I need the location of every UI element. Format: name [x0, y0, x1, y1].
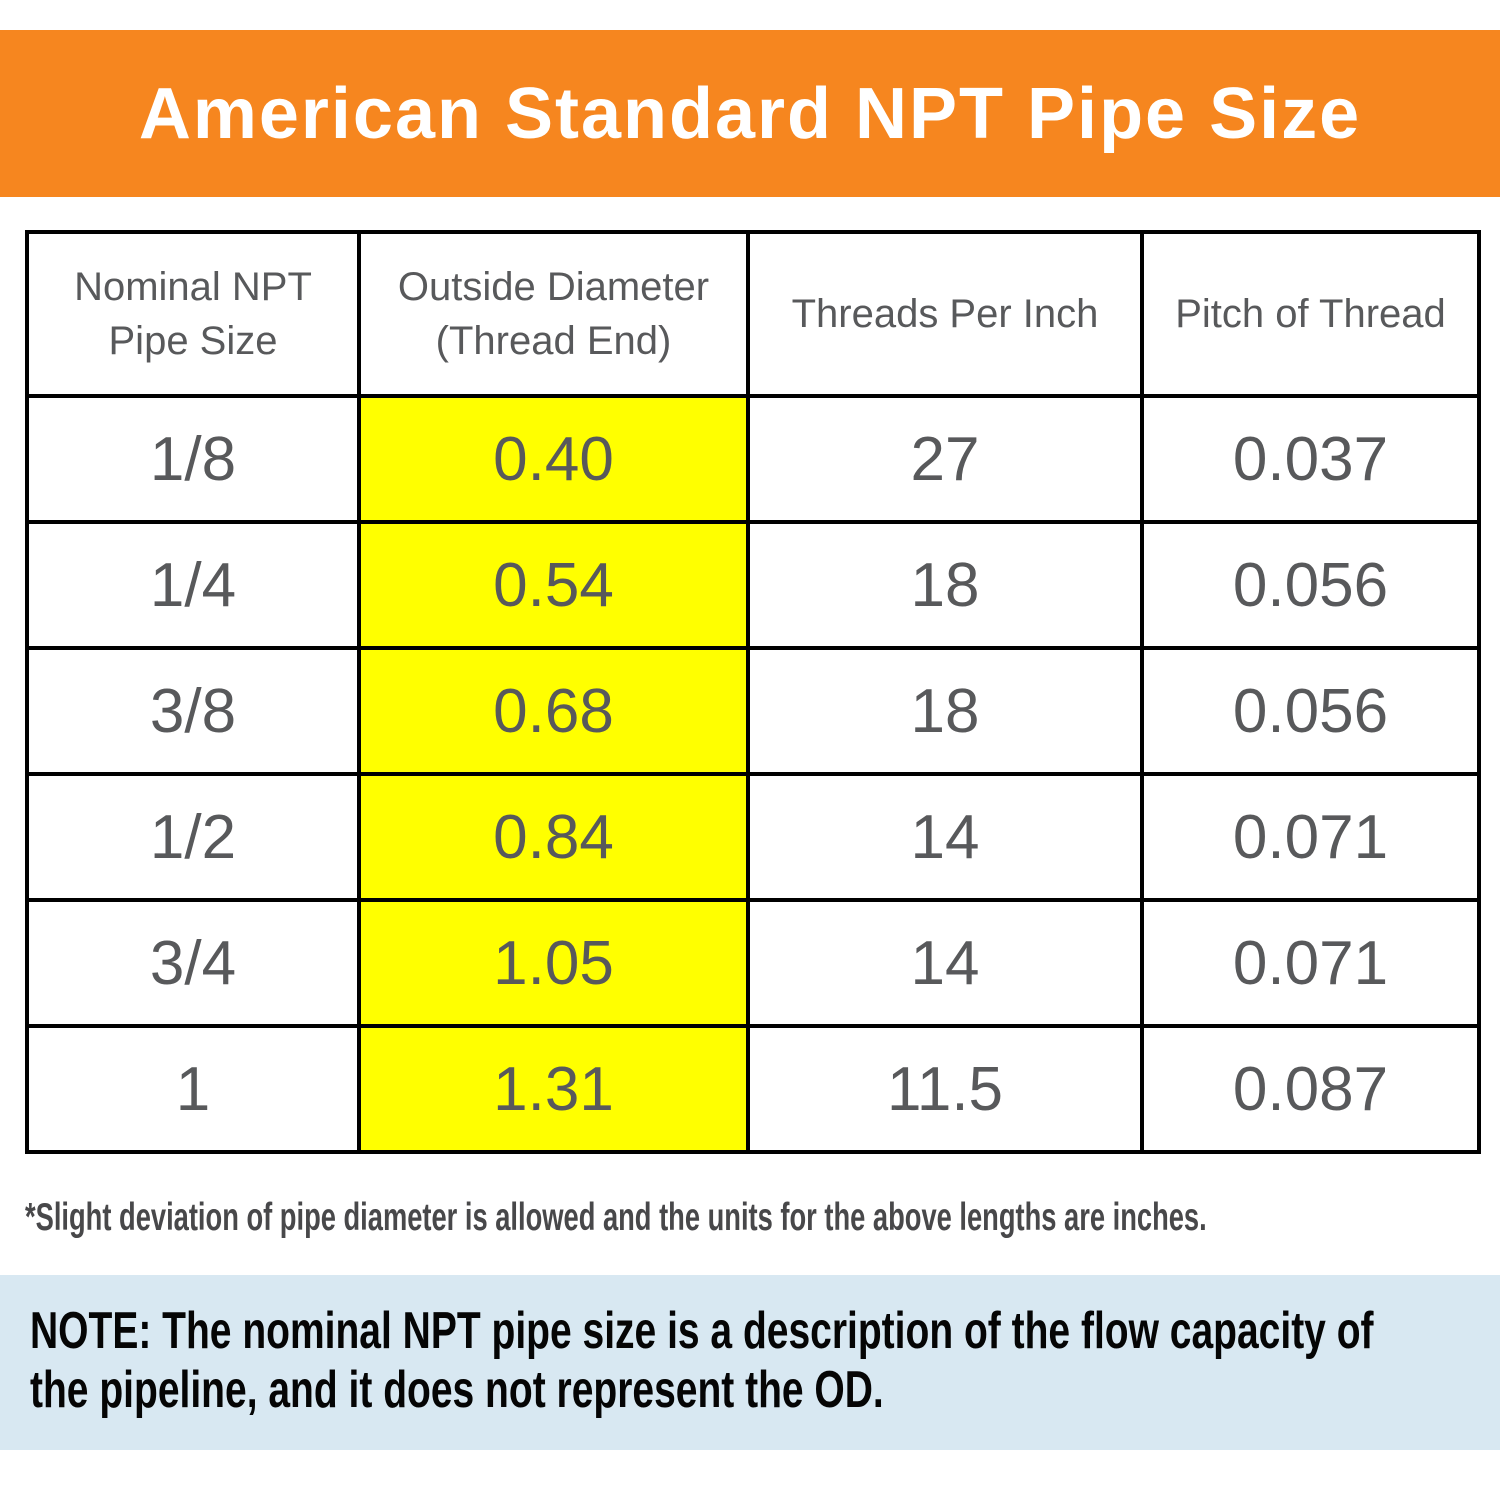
cell-pitch-of-thread: 0.087 [1140, 1024, 1481, 1154]
header-threads-per-inch: Threads Per Inch [746, 230, 1144, 398]
table-row: 1 1.31 11.5 0.087 [25, 1024, 1481, 1154]
header-nominal-pipe-size: Nominal NPT Pipe Size [25, 230, 361, 398]
table-header-row: Nominal NPT Pipe Size Outside Diameter (… [25, 230, 1481, 398]
page-title: American Standard NPT Pipe Size [138, 73, 1362, 154]
cell-threads-per-inch: 14 [746, 772, 1144, 902]
cell-threads-per-inch: 27 [746, 394, 1144, 524]
title-banner: American Standard NPT Pipe Size [0, 30, 1500, 197]
cell-pipe-size: 1/4 [25, 520, 361, 650]
note-box: NOTE: The nominal NPT pipe size is a des… [0, 1275, 1500, 1450]
cell-pipe-size: 1/2 [25, 772, 361, 902]
cell-pitch-of-thread: 0.071 [1140, 772, 1481, 902]
note-line-1: NOTE: The nominal NPT pipe size is a des… [30, 1302, 1374, 1360]
cell-pitch-of-thread: 0.071 [1140, 898, 1481, 1028]
cell-pipe-size: 3/4 [25, 898, 361, 1028]
cell-threads-per-inch: 18 [746, 646, 1144, 776]
cell-pitch-of-thread: 0.037 [1140, 394, 1481, 524]
table-row: 3/4 1.05 14 0.071 [25, 898, 1481, 1028]
cell-outside-diameter: 0.40 [357, 394, 750, 524]
cell-pipe-size: 3/8 [25, 646, 361, 776]
cell-pitch-of-thread: 0.056 [1140, 646, 1481, 776]
npt-pipe-size-table: Nominal NPT Pipe Size Outside Diameter (… [25, 230, 1481, 1154]
table-row: 1/2 0.84 14 0.071 [25, 772, 1481, 902]
cell-outside-diameter: 0.84 [357, 772, 750, 902]
header-outside-diameter: Outside Diameter (Thread End) [357, 230, 750, 398]
cell-threads-per-inch: 18 [746, 520, 1144, 650]
cell-outside-diameter: 1.05 [357, 898, 750, 1028]
cell-pipe-size: 1 [25, 1024, 361, 1154]
cell-pipe-size: 1/8 [25, 394, 361, 524]
cell-threads-per-inch: 11.5 [746, 1024, 1144, 1154]
cell-outside-diameter: 0.54 [357, 520, 750, 650]
cell-threads-per-inch: 14 [746, 898, 1144, 1028]
cell-outside-diameter: 0.68 [357, 646, 750, 776]
cell-outside-diameter: 1.31 [357, 1024, 750, 1154]
cell-pitch-of-thread: 0.056 [1140, 520, 1481, 650]
table-row: 1/8 0.40 27 0.037 [25, 394, 1481, 524]
note-line-2: the pipeline, and it does not represent … [30, 1361, 884, 1419]
note-text: NOTE: The nominal NPT pipe size is a des… [0, 1275, 1490, 1420]
table-row: 1/4 0.54 18 0.056 [25, 520, 1481, 650]
header-pitch-of-thread: Pitch of Thread [1140, 230, 1481, 398]
table-row: 3/8 0.68 18 0.056 [25, 646, 1481, 776]
footnote-text: *Slight deviation of pipe diameter is al… [25, 1196, 1207, 1239]
